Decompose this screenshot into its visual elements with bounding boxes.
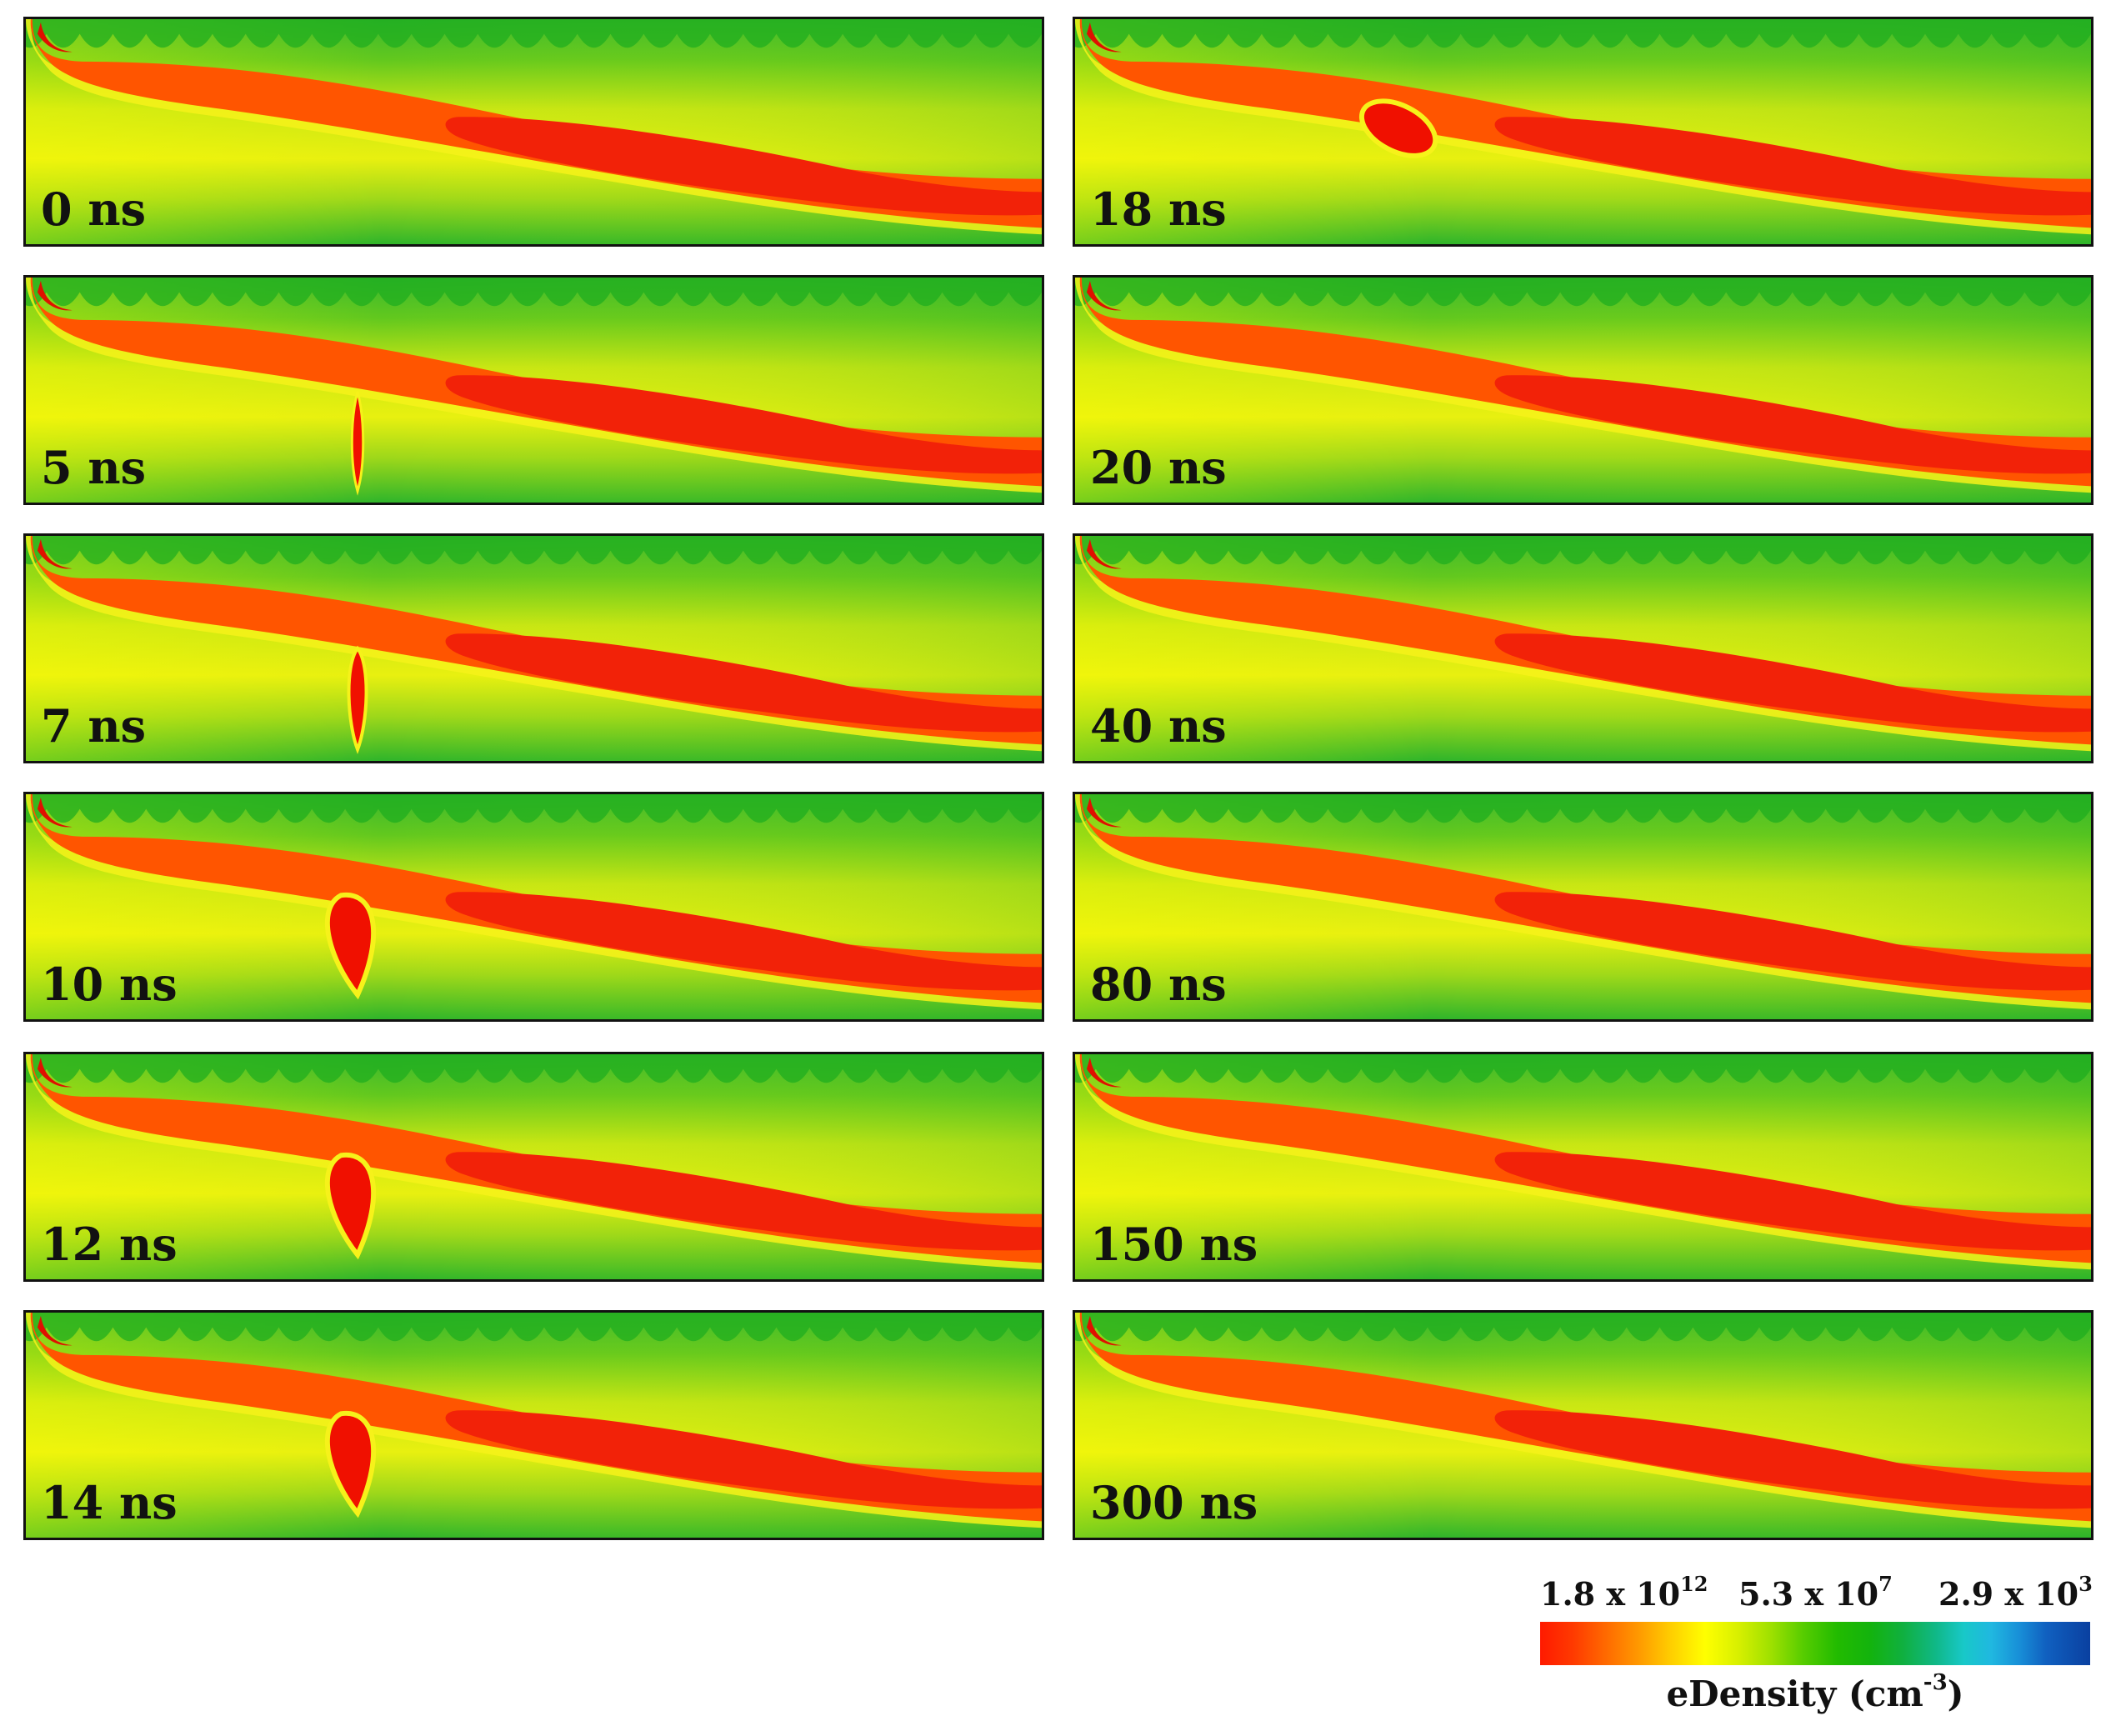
inlet-hook	[1086, 1057, 1122, 1088]
inlet-hook	[37, 538, 73, 569]
time-label: 12 ns	[41, 1218, 178, 1271]
density-panel: 300 ns	[1073, 1310, 2093, 1540]
top-contour-band	[26, 1054, 1042, 1083]
time-label: 20 ns	[1090, 441, 1227, 494]
plume-core	[1494, 633, 2091, 733]
top-contour-band	[26, 794, 1042, 823]
density-field	[1075, 794, 2091, 1019]
top-contour-band	[26, 1313, 1042, 1342]
density-field	[26, 1313, 1042, 1538]
plume-core	[445, 1152, 1042, 1251]
density-panel: 150 ns	[1073, 1052, 2093, 1282]
top-contour-band	[1075, 19, 2091, 48]
plume-core	[1494, 1152, 2091, 1251]
density-panel: 7 ns	[23, 533, 1044, 763]
inlet-hook	[1086, 1315, 1122, 1346]
colorbar-legend: 1.8 x 1012 5.3 x 107 2.9 x 103 eDensity …	[1540, 1572, 2093, 1733]
density-field	[1075, 19, 2091, 244]
density-panel: 5 ns	[23, 275, 1044, 505]
colorbar-title: eDensity (cm-3)	[1666, 1670, 1964, 1714]
inlet-hook	[1086, 280, 1122, 311]
time-label: 5 ns	[41, 441, 147, 494]
inlet-hook	[37, 22, 73, 53]
density-panel: 10 ns	[23, 792, 1044, 1022]
plume-core	[445, 375, 1042, 474]
colorbar-ticks: 1.8 x 1012 5.3 x 107 2.9 x 103	[1540, 1572, 2093, 1615]
top-contour-band	[1075, 1313, 2091, 1342]
colorbar-tick-mid: 5.3 x 107	[1738, 1572, 1893, 1613]
top-contour-band	[1075, 1054, 2091, 1083]
density-panel: 12 ns	[23, 1052, 1044, 1282]
plume-core	[445, 633, 1042, 733]
inlet-hook	[37, 1315, 73, 1346]
discharge-blob	[1358, 98, 1438, 158]
top-contour-band	[1075, 794, 2091, 823]
time-label: 150 ns	[1090, 1218, 1258, 1271]
colorbar-tick-min: 2.9 x 103	[1938, 1572, 2093, 1613]
inlet-hook	[1086, 797, 1122, 828]
discharge-blob	[324, 892, 376, 1000]
plume-core	[445, 117, 1042, 216]
time-label: 0 ns	[41, 183, 147, 236]
density-field	[1075, 536, 2091, 761]
discharge-blob	[324, 1152, 376, 1260]
density-panel: 40 ns	[1073, 533, 2093, 763]
density-field	[1075, 1054, 2091, 1279]
plume-core	[1494, 1410, 2091, 1509]
inlet-hook	[37, 280, 73, 311]
inlet-hook	[37, 797, 73, 828]
inlet-hook	[1086, 22, 1122, 53]
plume-core	[1494, 117, 2091, 216]
top-contour-band	[26, 536, 1042, 565]
time-label: 40 ns	[1090, 699, 1227, 753]
density-panel: 80 ns	[1073, 792, 2093, 1022]
time-label: 80 ns	[1090, 958, 1227, 1011]
plume-core	[1494, 375, 2091, 474]
discharge-blob	[324, 1410, 376, 1518]
discharge-blob	[347, 645, 368, 754]
density-field	[26, 1054, 1042, 1279]
inlet-hook	[37, 1057, 73, 1088]
top-contour-band	[26, 278, 1042, 307]
plume-core	[445, 1410, 1042, 1509]
time-label: 10 ns	[41, 958, 178, 1011]
colorbar-tick-max: 1.8 x 1012	[1540, 1572, 1708, 1613]
inlet-hook	[1086, 538, 1122, 569]
time-label: 18 ns	[1090, 183, 1227, 236]
density-field	[26, 794, 1042, 1019]
discharge-blob	[350, 391, 365, 496]
density-field	[26, 278, 1042, 503]
plume-core	[1494, 892, 2091, 991]
colorbar-gradient	[1540, 1622, 2090, 1665]
time-label: 300 ns	[1090, 1476, 1258, 1529]
density-field	[1075, 1313, 2091, 1538]
density-panel: 18 ns	[1073, 17, 2093, 247]
density-panel: 0 ns	[23, 17, 1044, 247]
density-field	[26, 19, 1042, 244]
time-label: 14 ns	[41, 1476, 178, 1529]
density-field	[1075, 278, 2091, 503]
time-label: 7 ns	[41, 699, 147, 753]
density-field	[26, 536, 1042, 761]
top-contour-band	[26, 19, 1042, 48]
top-contour-band	[1075, 536, 2091, 565]
density-panel: 20 ns	[1073, 275, 2093, 505]
top-contour-band	[1075, 278, 2091, 307]
plume-core	[445, 892, 1042, 991]
density-panel: 14 ns	[23, 1310, 1044, 1540]
